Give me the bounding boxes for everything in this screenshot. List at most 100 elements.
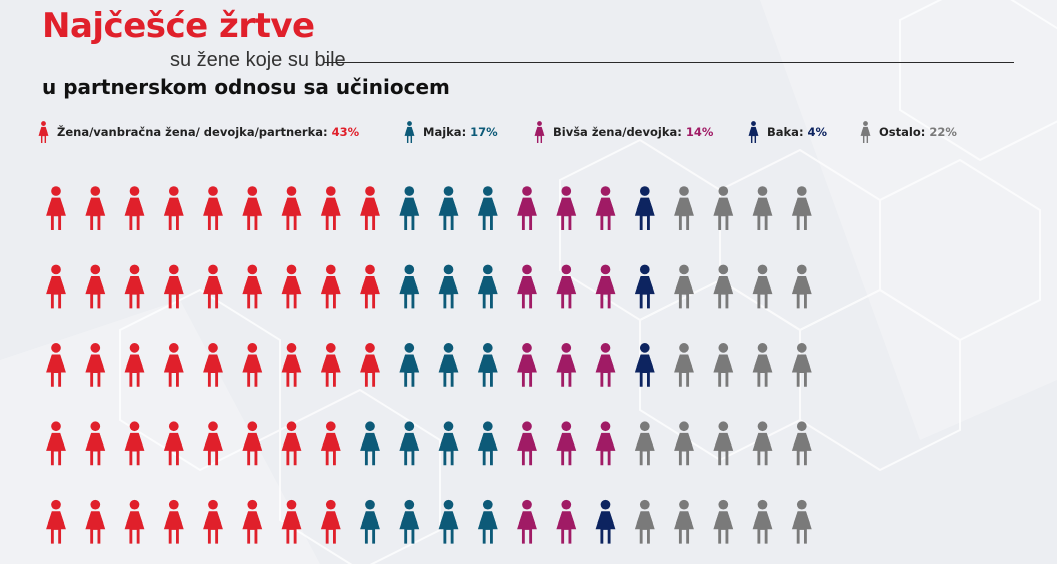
woman-icon — [360, 499, 380, 544]
woman-icon — [85, 343, 106, 387]
woman-icon — [242, 343, 263, 387]
woman-icon — [438, 186, 459, 230]
woman-icon — [634, 343, 655, 387]
woman-icon — [124, 343, 145, 387]
woman-icon — [595, 264, 616, 309]
woman-icon — [242, 499, 263, 544]
woman-icon — [556, 421, 577, 466]
woman-icon — [46, 343, 66, 387]
woman-icon — [203, 264, 223, 309]
woman-icon — [791, 264, 812, 309]
woman-icon — [124, 499, 145, 544]
woman-icon — [752, 499, 773, 544]
woman-icon — [438, 264, 459, 309]
woman-icon — [517, 421, 537, 466]
woman-icon — [713, 343, 734, 387]
woman-icon — [46, 499, 66, 544]
legend-label: Bivša žena/devojka — [553, 125, 678, 139]
woman-icon — [360, 421, 380, 466]
legend-label: Žena/vanbračna žena/ devojka/partnerka — [57, 125, 324, 139]
woman-icon — [477, 343, 498, 387]
title-divider — [324, 62, 1014, 63]
woman-icon — [634, 499, 655, 544]
woman-icon — [399, 499, 420, 544]
woman-icon — [85, 264, 106, 309]
woman-icon — [399, 421, 420, 466]
woman-icon — [85, 499, 106, 544]
woman-icon — [242, 264, 263, 309]
page-title: Najčešće žrtve — [42, 6, 315, 46]
woman-icon — [281, 264, 302, 309]
legend-colon: : — [920, 125, 930, 139]
woman-icon — [360, 264, 380, 309]
woman-icon — [242, 186, 263, 230]
woman-icon — [517, 499, 537, 544]
woman-icon — [399, 343, 420, 387]
legend-item-baka: Baka: 4% — [748, 120, 827, 144]
legend-percent: 22% — [929, 125, 957, 139]
woman-icon — [46, 186, 66, 230]
woman-icon — [674, 186, 694, 230]
woman-icon — [634, 186, 655, 230]
woman-icon — [556, 186, 577, 230]
woman-icon — [791, 499, 812, 544]
legend-item-bivsa: Bivša žena/devojka: 14% — [534, 120, 713, 144]
woman-icon — [203, 421, 223, 466]
woman-icon — [674, 499, 694, 544]
woman-icon — [595, 186, 616, 230]
woman-icon — [556, 499, 577, 544]
woman-icon — [634, 264, 655, 309]
woman-icon — [242, 421, 263, 466]
woman-icon — [791, 421, 812, 466]
woman-icon — [85, 421, 106, 466]
legend-colon: : — [677, 125, 686, 139]
woman-icon — [320, 186, 341, 230]
woman-icon — [46, 264, 66, 309]
woman-icon — [46, 421, 66, 466]
woman-icon — [713, 499, 734, 544]
legend-colon: : — [461, 125, 471, 139]
woman-icon — [674, 343, 694, 387]
woman-icon — [320, 264, 341, 309]
woman-icon — [752, 264, 773, 309]
woman-icon — [399, 264, 420, 309]
legend-percent: 14% — [685, 125, 714, 139]
woman-icon — [438, 499, 459, 544]
woman-icon — [752, 421, 773, 466]
subtitle-line-2: u partnerskom odnosu sa učiniocem — [42, 75, 450, 99]
woman-icon — [163, 499, 184, 544]
woman-icon — [124, 186, 145, 230]
woman-icon — [477, 186, 498, 230]
woman-icon — [163, 421, 184, 466]
woman-icon — [517, 186, 537, 230]
woman-icon — [281, 421, 302, 466]
woman-icon — [320, 421, 341, 466]
woman-icon — [360, 186, 380, 230]
woman-icon — [634, 421, 655, 466]
woman-icon — [124, 264, 145, 309]
woman-icon — [399, 186, 420, 230]
woman-icon — [752, 343, 773, 387]
woman-icon — [203, 186, 223, 230]
woman-icon — [281, 343, 302, 387]
woman-icon — [163, 186, 184, 230]
legend-label: Majka — [423, 125, 462, 139]
legend-item-partner: Žena/vanbračna žena/ devojka/partnerka: … — [38, 120, 359, 144]
woman-icon — [203, 499, 223, 544]
woman-icon — [163, 264, 184, 309]
legend-item-majka: Majka: 17% — [404, 120, 498, 144]
woman-icon — [595, 499, 616, 544]
legend-colon: : — [323, 125, 332, 139]
woman-icon — [203, 343, 223, 387]
woman-icon — [477, 421, 498, 466]
woman-icon — [713, 186, 734, 230]
woman-icon — [163, 343, 184, 387]
woman-icon — [556, 264, 577, 309]
woman-icon — [438, 421, 459, 466]
woman-icon — [713, 421, 734, 466]
legend-label: Ostalo — [879, 125, 921, 139]
woman-icon — [124, 421, 145, 466]
woman-icon — [85, 186, 106, 230]
